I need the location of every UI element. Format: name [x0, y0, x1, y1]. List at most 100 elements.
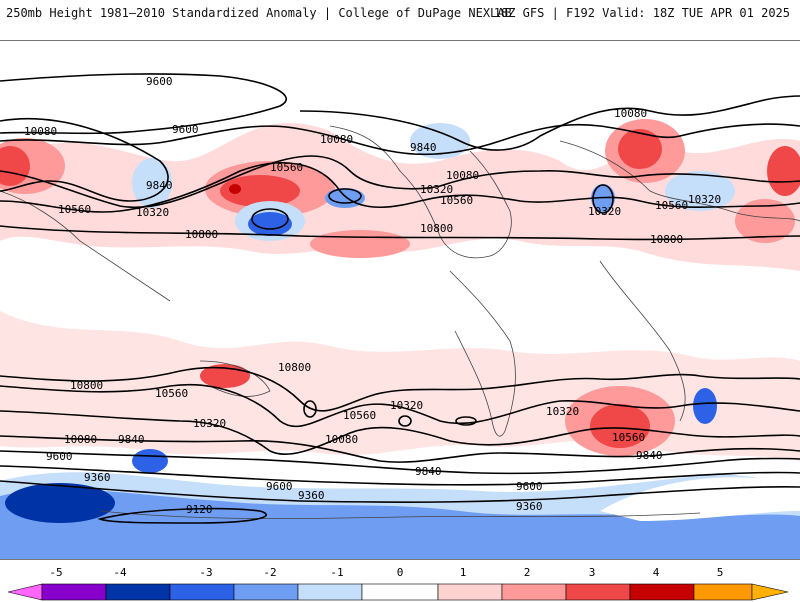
contour-label: 9840 — [146, 179, 173, 192]
anomaly-negative — [325, 188, 365, 208]
colorbar-segment — [41, 583, 107, 601]
anomaly-center — [220, 175, 300, 207]
contour-label: 9840 — [118, 433, 145, 446]
map-panel: 9600 9600 10080 10080 9840 9840 10080 10… — [0, 40, 800, 560]
colorbar-tick-label: -2 — [263, 566, 277, 579]
colorbar-tick-label: 3 — [588, 566, 596, 579]
contour-label: 10800 — [70, 379, 103, 392]
contour-10800-south — [0, 366, 800, 412]
contour-10320-south — [0, 410, 800, 456]
contour-label: 10560 — [655, 199, 688, 212]
map-title: 250mb Height 1981–2010 Standardized Anom… — [6, 6, 512, 20]
contour-label: 10560 — [343, 409, 376, 422]
coastline — [599, 260, 686, 422]
header: 250mb Height 1981–2010 Standardized Anom… — [0, 0, 800, 30]
model-valid-time: 18Z GFS | F192 Valid: 18Z TUE APR 01 202… — [493, 6, 790, 20]
anomaly-center — [310, 230, 410, 258]
colorbar-tick-label: 5 — [716, 566, 724, 579]
contour-label: 10320 — [688, 193, 721, 206]
colorbar-segment — [437, 583, 503, 601]
colorbar-segment — [501, 583, 567, 601]
closed-contour — [398, 415, 412, 427]
contour-label: 10560 — [58, 203, 91, 216]
closed-contour — [592, 184, 614, 214]
height-contours — [0, 73, 800, 524]
contour-label: 9840 — [636, 449, 663, 462]
anomaly-negative-band — [0, 489, 800, 559]
colorbar-tick-label: -3 — [199, 566, 213, 579]
contour-label: 10080 — [325, 433, 358, 446]
colorbar-segment — [169, 583, 235, 601]
contour-label: 10560 — [155, 387, 188, 400]
contour-9600-north — [0, 73, 287, 135]
contour-label: 9360 — [84, 471, 111, 484]
contour-label: 9840 — [415, 465, 442, 478]
anomaly-center — [735, 199, 795, 243]
contour-10800-north — [0, 225, 800, 241]
anomaly-center — [590, 404, 650, 448]
coastline — [559, 140, 800, 222]
contour-label: 10560 — [440, 194, 473, 207]
contour-label: 10320 — [390, 399, 423, 412]
anomaly-negative — [665, 171, 735, 211]
contour-label: 10560 — [612, 431, 645, 444]
contour-label: 10320 — [588, 205, 621, 218]
contour-label: 9600 — [46, 450, 73, 463]
contour-9840 — [299, 95, 800, 151]
contour-label: 10560 — [270, 161, 303, 174]
closed-contour — [328, 188, 362, 204]
colorbar-tick-label: -5 — [49, 566, 63, 579]
colorbar-segment — [7, 583, 43, 601]
anomaly-negative — [5, 483, 115, 523]
contour-label: 10320 — [546, 405, 579, 418]
contour-9600-south — [0, 465, 800, 486]
contour-label: 9600 — [172, 123, 199, 136]
contour-label: 10800 — [185, 228, 218, 241]
colorbar: -5 -4 -3 -2 -1 0 1 2 3 4 5 — [0, 566, 800, 601]
colorbar-tick-label: 1 — [459, 566, 467, 579]
coastline — [449, 270, 516, 437]
contour-label: 10080 — [320, 133, 353, 146]
contour-label: 9600 — [146, 75, 173, 88]
map-svg: 9600 9600 10080 10080 9840 9840 10080 10… — [0, 73, 800, 559]
contour-label: 10800 — [650, 233, 683, 246]
colorbar-tick-label: 0 — [396, 566, 404, 579]
contour-label: 10080 — [446, 169, 479, 182]
contour-label: 10320 — [193, 417, 226, 430]
contour-label: 10080 — [64, 433, 97, 446]
contour-9360 — [0, 480, 800, 503]
colorbar-tick-label: -4 — [113, 566, 127, 579]
colorbar-tick-label: 2 — [523, 566, 531, 579]
contour-10560-south — [0, 383, 800, 428]
colorbar-segment — [297, 583, 363, 601]
colorbar-tick-label: 4 — [652, 566, 660, 579]
anomaly-negative — [132, 158, 172, 208]
contour-label: 9600 — [516, 480, 543, 493]
anomaly-negative — [693, 388, 717, 424]
contour-10080-south — [0, 435, 800, 463]
closed-contour — [251, 208, 289, 230]
colorbar-strip — [7, 583, 789, 601]
anomaly-center — [618, 129, 662, 169]
contour-9840-south — [0, 450, 800, 475]
anomaly-negative — [248, 212, 292, 236]
contour-9120 — [97, 507, 267, 524]
contour-label: 10800 — [278, 361, 311, 374]
coastline — [199, 360, 271, 397]
contour-label: 10080 — [24, 125, 57, 138]
anomaly-shading — [0, 119, 800, 559]
contour-10080 — [0, 123, 800, 156]
contour-label: 9120 — [186, 503, 213, 516]
coastline — [329, 125, 512, 259]
closed-contour — [455, 416, 477, 426]
colorbar-segment — [693, 583, 753, 601]
contour-label: 10320 — [136, 206, 169, 219]
colorbar-tick-label: -1 — [330, 566, 344, 579]
contour-labels: 9600 9600 10080 10080 9840 9840 10080 10… — [24, 75, 721, 516]
contour-label: 10080 — [614, 107, 647, 120]
coastline — [99, 510, 701, 520]
anomaly-center — [229, 184, 241, 194]
contour-label: 9360 — [298, 489, 325, 502]
contour-10320 — [0, 155, 800, 209]
contour-label: 9840 — [410, 141, 437, 154]
